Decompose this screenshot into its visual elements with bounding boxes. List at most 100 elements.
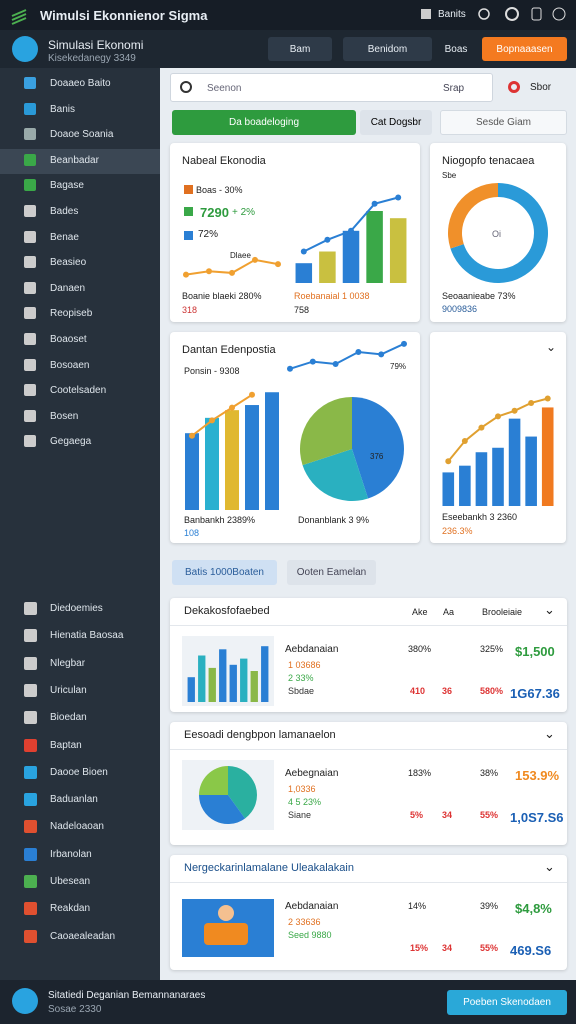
line <box>289 342 405 370</box>
tab[interactable]: Sesde Giam <box>440 110 567 135</box>
nav-item[interactable]: Baptan <box>50 739 82 751</box>
app-title: Wimulsi Ekonnienor Sigma <box>40 8 208 23</box>
nav-item[interactable]: Bioedan <box>50 712 87 724</box>
trend-point <box>478 424 485 431</box>
item-detail: 2 33636 <box>288 917 321 927</box>
nav-icon <box>24 435 36 448</box>
bar <box>319 251 336 283</box>
nav-item[interactable]: Ubesean <box>50 876 91 887</box>
nav-item[interactable]: Gegaega <box>50 436 92 448</box>
bar <box>265 392 279 510</box>
card-text: Boanie blaeki 280% <box>182 291 262 301</box>
nav-icon <box>24 153 36 166</box>
trend-line <box>191 393 253 437</box>
value: 469.S6 <box>510 943 552 958</box>
nav-icon <box>24 765 37 779</box>
tab[interactable]: Da boadeloging <box>172 110 356 135</box>
cta-button[interactable]: Bopnaaasen <box>482 37 567 61</box>
item-name: Aebdanaian <box>285 901 339 912</box>
list-card: Eesoadi dengbpon lamanaelon ⌄ Aebegnaian 1,… <box>170 722 567 845</box>
card-text: + 2% <box>232 207 256 218</box>
nav-item[interactable]: Reopiseb <box>50 308 93 320</box>
slice <box>300 397 352 466</box>
value: 1,0S7.S6 <box>510 810 564 825</box>
search-box[interactable]: Seenon Srap <box>170 73 493 102</box>
nav-item[interactable]: Doaoe Soania <box>50 129 114 141</box>
value: 153.9% <box>515 768 560 783</box>
nav-item[interactable]: Beanbadar <box>50 154 99 166</box>
item-detail: 1 03686 <box>288 660 321 670</box>
filter[interactable]: Srap <box>443 83 465 94</box>
nav-item[interactable]: Benae <box>50 231 79 243</box>
card-title: Nabeal Ekonodia <box>182 155 266 167</box>
value: 55% <box>480 810 499 820</box>
value: $4,8% <box>515 901 552 916</box>
menu[interactable]: Banits <box>438 9 466 20</box>
topbar-icons <box>11 7 566 25</box>
nav-item[interactable]: Bades <box>50 206 79 217</box>
item-detail: 4 5 23% <box>288 797 322 807</box>
value: 380% <box>408 644 432 654</box>
value: 55% <box>480 943 499 953</box>
nav-icon <box>24 875 37 888</box>
nav-item[interactable]: Uriculan <box>50 684 87 696</box>
nav-item[interactable]: Reakdan <box>50 903 91 915</box>
chart <box>442 395 554 506</box>
column-header: Brooleiaie <box>482 607 523 617</box>
bar <box>205 417 219 510</box>
list-card: Dekakosfofaebed ⌄ Ake Aa Brooleiaie Aebdanaia… <box>170 598 567 712</box>
nav-icon <box>24 128 36 141</box>
nav-item[interactable]: Caoaealeadan <box>50 930 116 942</box>
logo <box>12 36 38 62</box>
nav-item[interactable]: Beasieo <box>50 257 87 269</box>
slice <box>448 183 498 249</box>
nav-item[interactable]: Bosoaen <box>50 359 90 371</box>
nav-item[interactable]: Doaaeo Baito <box>50 78 111 89</box>
nav-item[interactable]: Banis <box>50 103 76 115</box>
legend-swatch <box>184 185 193 194</box>
nav-item[interactable]: Baduanlan <box>50 794 98 806</box>
card-text: Boas - 30% <box>196 185 243 195</box>
footer-button[interactable]: Poeben Skenodaen <box>447 990 567 1015</box>
bar <box>185 433 199 510</box>
nav-item[interactable]: Danaen <box>50 282 86 294</box>
bar <box>295 263 313 283</box>
chart <box>448 183 548 283</box>
chevron: ⌄ <box>544 859 555 874</box>
point <box>183 271 189 278</box>
nav-item[interactable]: Nadeloaoan <box>50 821 104 833</box>
nav-item[interactable]: Bosen <box>50 410 79 422</box>
nav-item[interactable]: Diedoemies <box>50 603 103 614</box>
topbar: Wimulsi Ekonnienor Sigma Banits <box>0 0 576 30</box>
button[interactable]: Boas <box>444 43 468 55</box>
trend-point <box>511 407 518 414</box>
pill[interactable]: Batis 1000Boaten <box>172 560 277 585</box>
button[interactable]: Bam <box>268 37 332 61</box>
nav-item[interactable]: Boaoset <box>50 334 87 345</box>
footer-sub: Sosae 2330 <box>48 1004 102 1015</box>
nav-item[interactable]: Irbanolan <box>50 848 92 860</box>
card-text: Donanblank 3 9% <box>298 515 370 525</box>
action[interactable]: Sbor <box>530 82 552 93</box>
nav-icon <box>24 629 37 643</box>
trend-point <box>461 438 468 445</box>
nav-item[interactable]: Cootelsaden <box>50 385 107 397</box>
button[interactable]: Benidom <box>343 37 432 61</box>
nav-item[interactable]: Daooe Bioen <box>50 766 108 778</box>
chevron: ⌄ <box>544 602 555 617</box>
nav-item[interactable]: Bagase <box>50 180 84 192</box>
card-text: Ponsin - 9308 <box>184 366 240 376</box>
list-title: Nergeckarinlamalane Uleakalakain <box>184 862 354 874</box>
nav-icon <box>24 929 37 943</box>
pill[interactable]: Ooten Eamelan <box>287 560 376 585</box>
chart <box>295 194 407 283</box>
thumbnail <box>182 636 274 706</box>
bar <box>389 218 407 283</box>
nav-item[interactable]: Hienatia Baosaa <box>50 630 124 642</box>
column-header: Ake <box>412 607 428 617</box>
nav-item[interactable]: Nlegbar <box>50 657 86 669</box>
illustration <box>218 905 234 921</box>
bar <box>250 671 258 702</box>
tab[interactable]: Cat Dogsbr <box>360 110 432 135</box>
